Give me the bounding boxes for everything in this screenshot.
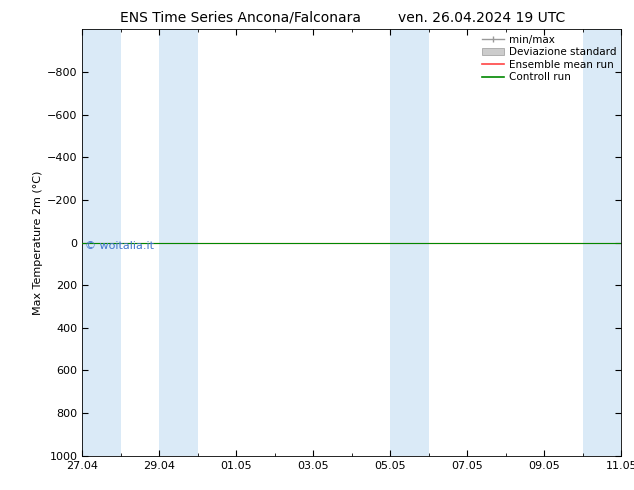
Text: © woitalia.it: © woitalia.it [85,241,154,251]
Legend: min/max, Deviazione standard, Ensemble mean run, Controll run: min/max, Deviazione standard, Ensemble m… [479,32,618,84]
Bar [82,29,121,456]
Bar [159,29,198,456]
Bar [391,29,429,456]
Y-axis label: Max Temperature 2m (°C): Max Temperature 2m (°C) [33,171,43,315]
Text: ENS Time Series Ancona/Falconara: ENS Time Series Ancona/Falconara [120,11,361,25]
Bar [583,29,621,456]
Text: ven. 26.04.2024 19 UTC: ven. 26.04.2024 19 UTC [398,11,566,25]
